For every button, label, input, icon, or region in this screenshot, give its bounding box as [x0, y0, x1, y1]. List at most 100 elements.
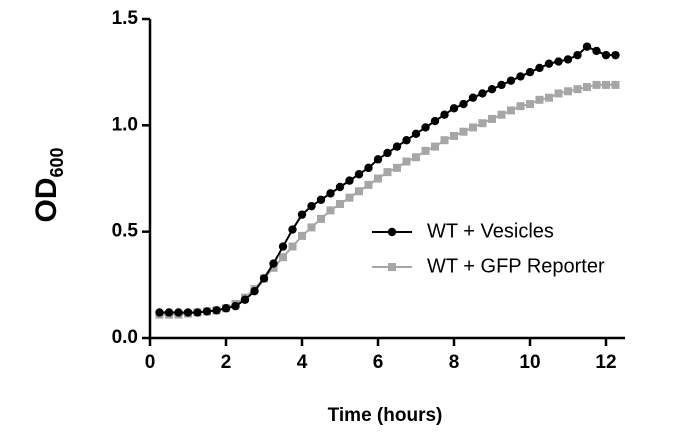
data-point	[592, 80, 601, 89]
data-point	[421, 123, 430, 132]
legend-marker	[388, 263, 396, 271]
data-point	[554, 57, 563, 66]
data-point	[535, 95, 544, 104]
data-point	[326, 206, 335, 215]
data-point	[326, 189, 335, 198]
data-point	[383, 168, 392, 177]
series-line	[159, 83, 616, 316]
data-point	[430, 116, 440, 126]
y-axis-label-main: OD	[30, 178, 63, 223]
data-point	[383, 148, 392, 158]
data-point	[545, 93, 553, 102]
data-point	[611, 50, 620, 60]
data-point	[544, 59, 554, 68]
data-point	[212, 306, 221, 315]
data-point	[468, 93, 478, 102]
y-tick-label: 0.0	[112, 327, 138, 348]
data-point	[279, 253, 287, 262]
x-tick-label: 8	[449, 352, 460, 373]
data-point	[573, 50, 582, 60]
data-point	[373, 155, 383, 164]
data-point	[582, 42, 592, 51]
y-tick-label: 1.0	[112, 114, 138, 135]
data-point	[478, 119, 487, 128]
legend-label: WT + GFP Reporter	[427, 255, 605, 277]
data-point	[564, 87, 572, 96]
data-point	[298, 231, 306, 240]
data-point	[317, 214, 325, 223]
data-point	[497, 80, 506, 90]
data-point	[336, 200, 344, 209]
x-axis-label: Time (hours)	[328, 405, 443, 426]
y-axis-label-sub: 600	[47, 147, 67, 177]
data-point	[355, 187, 363, 196]
data-point	[592, 46, 601, 56]
data-point	[288, 225, 297, 234]
x-tick-label: 10	[519, 352, 540, 373]
data-point	[393, 163, 401, 172]
x-tick-label: 6	[373, 352, 384, 373]
data-point	[526, 100, 534, 109]
data-point	[354, 170, 364, 179]
data-point	[478, 89, 487, 98]
y-axis-label: OD600	[30, 147, 67, 222]
data-point	[507, 106, 515, 115]
data-point	[516, 72, 525, 81]
data-point	[459, 127, 468, 136]
data-point	[193, 308, 202, 317]
data-point	[563, 55, 573, 64]
data-point	[421, 146, 430, 155]
data-point	[449, 104, 459, 113]
data-point	[583, 83, 591, 92]
data-point	[601, 50, 611, 60]
data-point	[164, 308, 174, 317]
data-point	[554, 89, 563, 98]
data-point	[183, 308, 193, 317]
data-point	[497, 110, 506, 119]
data-point	[259, 274, 269, 283]
data-point	[469, 123, 477, 132]
data-point	[335, 182, 345, 192]
data-point	[611, 80, 620, 89]
x-tick-label: 4	[297, 352, 308, 373]
data-point	[307, 201, 316, 211]
data-point	[364, 163, 373, 173]
data-point	[269, 263, 278, 272]
data-point	[250, 287, 259, 296]
y-tick-label: 1.5	[112, 8, 139, 29]
data-point	[155, 308, 164, 317]
data-point	[488, 114, 496, 123]
data-point	[345, 176, 354, 185]
data-point	[516, 102, 525, 111]
data-point	[411, 129, 421, 139]
data-point	[297, 210, 307, 219]
data-point	[374, 174, 382, 183]
x-tick-label: 2	[221, 352, 232, 373]
data-point	[402, 136, 411, 145]
data-point	[440, 110, 449, 119]
data-point	[288, 242, 297, 251]
data-point	[459, 99, 468, 109]
legend-marker	[387, 227, 397, 237]
data-point	[345, 193, 354, 202]
data-point	[506, 76, 516, 85]
y-tick-label: 0.5	[112, 221, 139, 242]
data-point	[364, 180, 373, 189]
data-point	[573, 85, 582, 94]
data-point	[431, 142, 439, 151]
data-point	[525, 67, 535, 77]
data-point	[602, 80, 610, 89]
data-point	[307, 223, 316, 232]
data-point	[412, 153, 420, 162]
data-point	[487, 84, 497, 94]
data-point	[278, 242, 288, 251]
legend-label: WT + Vesicles	[427, 220, 554, 242]
data-point	[535, 63, 544, 73]
data-point	[174, 308, 183, 317]
data-point	[392, 142, 402, 151]
data-point	[240, 295, 250, 304]
data-point	[221, 304, 231, 313]
data-point	[202, 307, 212, 316]
data-point	[316, 195, 326, 204]
x-tick-label: 0	[145, 352, 156, 373]
